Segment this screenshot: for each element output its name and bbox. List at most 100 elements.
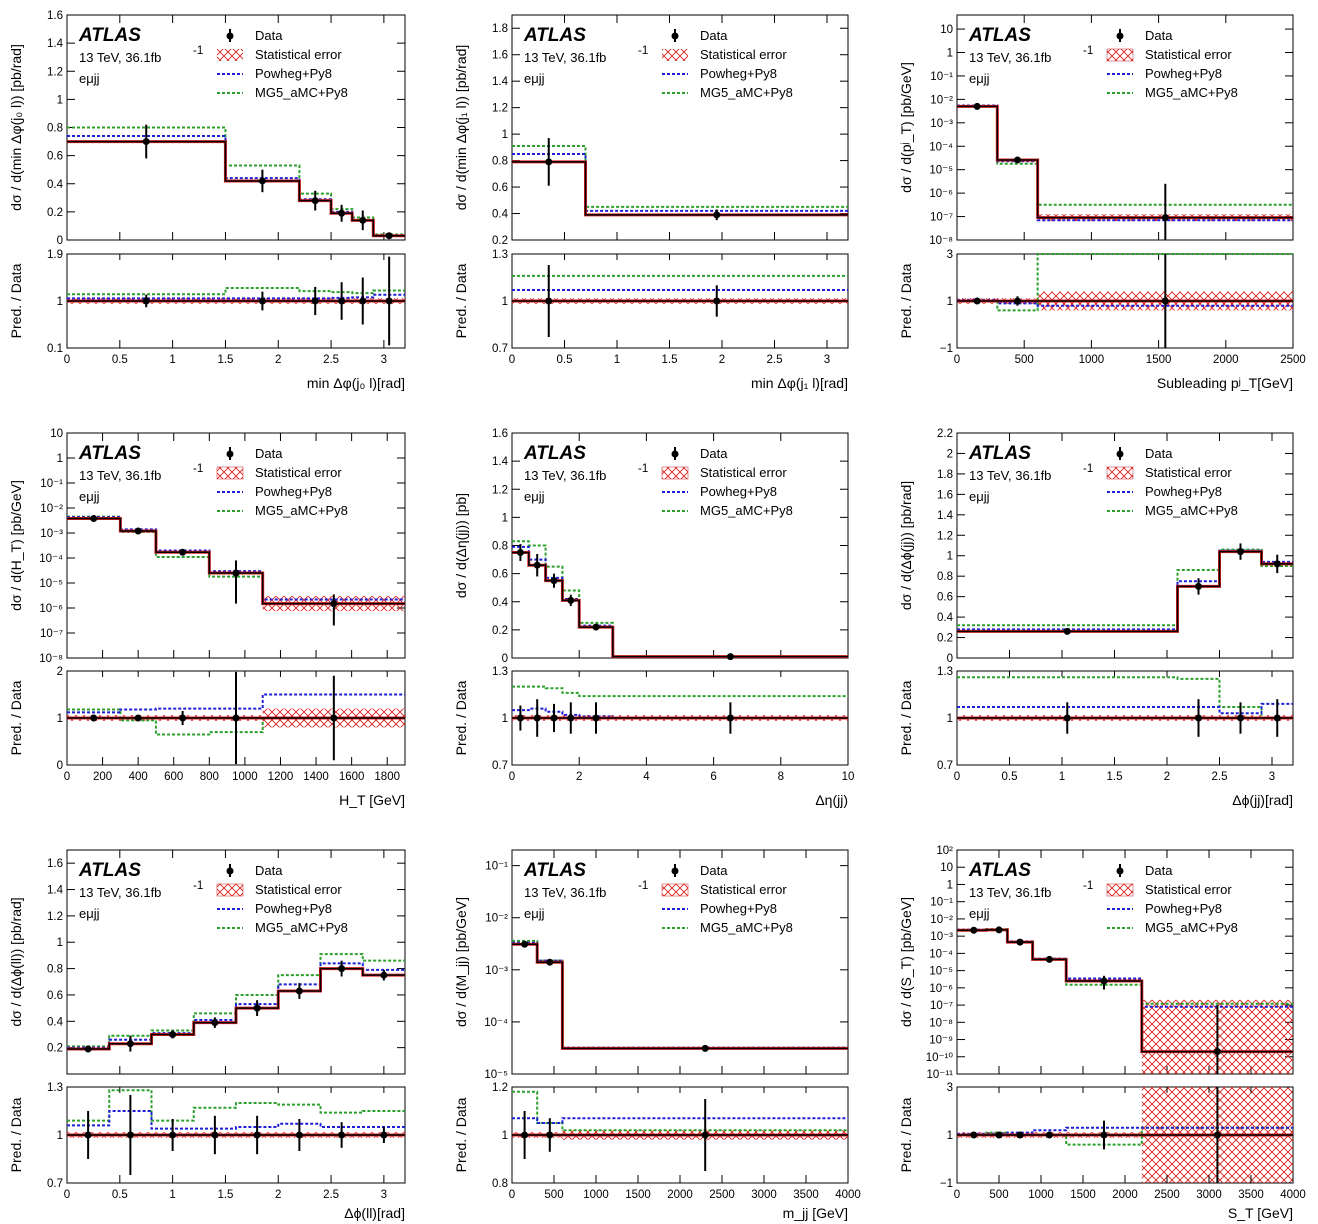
ratio-data-point xyxy=(359,297,367,305)
legend-powheg-label: Powheg+Py8 xyxy=(255,66,332,81)
x-tick-label: 1 xyxy=(169,1189,175,1201)
legend-data-label: Data xyxy=(700,28,728,43)
ratio-data-point xyxy=(1016,1131,1024,1139)
data-point xyxy=(338,209,346,217)
data-point xyxy=(1273,560,1281,568)
y-tick-label: 0.6 xyxy=(492,182,508,194)
y-tick-label: 10⁻³ xyxy=(930,118,953,130)
energy-label: 13 TeV, 36.1fb xyxy=(524,468,606,483)
channel-label: eμjj xyxy=(79,906,100,921)
lumi-unit-exponent: -1 xyxy=(193,880,203,892)
channel-label: eμjj xyxy=(524,71,545,86)
x-tick-label: 1000 xyxy=(1028,1189,1054,1201)
legend-stat-swatch xyxy=(217,49,243,61)
y-tick-label: 0 xyxy=(947,653,953,665)
y-tick-label: 10⁻⁷ xyxy=(930,1000,953,1012)
x-tick-label: 1.5 xyxy=(217,1189,233,1201)
data-point xyxy=(1013,156,1021,164)
ratio-mg5-line xyxy=(957,676,1293,719)
x-tick-label: 1500 xyxy=(625,1189,651,1201)
legend-mg5-label: MG5_aMC+Py8 xyxy=(255,920,348,935)
x-tick-label: 3500 xyxy=(793,1189,819,1201)
data-point xyxy=(567,596,575,604)
x-tick-label: 2.5 xyxy=(323,354,339,366)
y-axis-label: dσ / d(min Δφ(j₀ l)) [pb/rad] xyxy=(8,44,24,211)
ratio-data-point xyxy=(521,1131,529,1139)
energy-label: 13 TeV, 36.1fb xyxy=(79,885,161,900)
atlas-label: ATLAS xyxy=(78,860,141,881)
x-tick-label: 10 xyxy=(842,771,855,783)
x-axis-label: m_jj [GeV] xyxy=(783,1205,848,1221)
y-axis-label: dσ / d(M_jj) [pb/GeV] xyxy=(453,897,469,1027)
x-tick-label: 1800 xyxy=(374,771,400,783)
legend-stat-label: Statistical error xyxy=(1145,465,1232,480)
ratio-data-point xyxy=(84,1131,92,1139)
y-tick-label: 1.6 xyxy=(937,489,953,501)
x-tick-label: 3 xyxy=(381,354,387,366)
y-axis-label: dσ / d(Δη(jj)) [pb] xyxy=(453,493,469,598)
x-axis-label: min Δφ(j₀ l)[rad] xyxy=(307,375,405,391)
ratio-mg5-line xyxy=(67,1089,405,1122)
y-tick-label: 1.8 xyxy=(492,23,508,35)
ratio-y-axis-label: Pred. / Data xyxy=(453,680,469,755)
y-tick-label: 1 xyxy=(57,453,63,465)
ratio-y-axis-label: Pred. / Data xyxy=(898,263,914,338)
y-tick-label: 10⁻³ xyxy=(485,965,508,977)
data-point xyxy=(1237,548,1244,556)
energy-label: 13 TeV, 36.1fb xyxy=(79,50,161,65)
y-tick-label: 0.2 xyxy=(937,633,953,645)
x-axis-label: min Δφ(j₁ l)[rad] xyxy=(751,375,848,391)
ratio-data-point xyxy=(550,714,558,722)
data-point xyxy=(179,548,187,556)
ratio-data-point xyxy=(592,714,600,722)
y-tick-label: 1 xyxy=(57,937,63,949)
ratio-y-tick-label: 3 xyxy=(947,249,953,261)
y-tick-label: 1.2 xyxy=(47,911,63,923)
x-tick-label: 4000 xyxy=(835,1189,861,1201)
ratio-y-axis-label: Pred. / Data xyxy=(898,1097,914,1172)
legend-data-marker xyxy=(226,32,234,40)
legend-stat-label: Statistical error xyxy=(255,882,342,897)
lumi-unit-exponent: -1 xyxy=(1083,463,1093,475)
data-point xyxy=(546,958,554,966)
ratio-y-tick-label: 0 xyxy=(57,760,63,772)
ratio-y-tick-label: −1 xyxy=(940,1178,953,1190)
ratio-powheg-line xyxy=(512,1117,848,1124)
ratio-data-point xyxy=(1100,1131,1108,1139)
y-tick-label: 10⁻⁸ xyxy=(39,653,63,665)
data-point xyxy=(142,138,150,146)
y-tick-label: 10⁻⁴ xyxy=(484,1017,508,1029)
y-tick-label: 0.4 xyxy=(492,209,509,221)
y-tick-label: 10 xyxy=(940,862,953,874)
legend-stat-swatch xyxy=(661,466,689,480)
x-tick-label: 3 xyxy=(381,1189,387,1201)
x-tick-label: 3500 xyxy=(1238,1189,1264,1201)
channel-label: eμjj xyxy=(524,489,545,504)
y-axis-label: dσ / d(min Δφ(j₁ l)) [pb/rad] xyxy=(453,45,469,211)
ratio-data-point xyxy=(126,1131,134,1139)
legend-mg5-label: MG5_aMC+Py8 xyxy=(1145,920,1238,935)
y-tick-label: 1.4 xyxy=(47,885,64,897)
lumi-unit-exponent: -1 xyxy=(1083,880,1093,892)
data-point xyxy=(973,102,981,110)
channel-label: eμjj xyxy=(79,489,100,504)
ratio-data-point xyxy=(211,1131,219,1139)
legend-stat-label: Statistical error xyxy=(700,465,787,480)
ratio-data-point xyxy=(385,297,393,305)
y-tick-label: 10⁻¹ xyxy=(930,897,953,909)
ratio-y-tick-label: 1 xyxy=(947,713,953,725)
ratio-y-tick-label: 0.7 xyxy=(492,343,508,355)
data-point xyxy=(169,1030,177,1038)
data-histogram-line xyxy=(957,550,1293,633)
y-tick-label: 10⁻² xyxy=(40,503,63,515)
legend-data-marker xyxy=(1116,32,1124,40)
legend-stat-swatch xyxy=(662,49,688,61)
lumi-unit-exponent: -1 xyxy=(1083,45,1093,57)
legend-data-label: Data xyxy=(255,28,283,43)
ratio-y-axis-label: Pred. / Data xyxy=(8,680,24,755)
mg5-series-line xyxy=(512,145,848,208)
ratio-data-point xyxy=(295,1131,303,1139)
x-tick-label: 0 xyxy=(509,1189,515,1201)
